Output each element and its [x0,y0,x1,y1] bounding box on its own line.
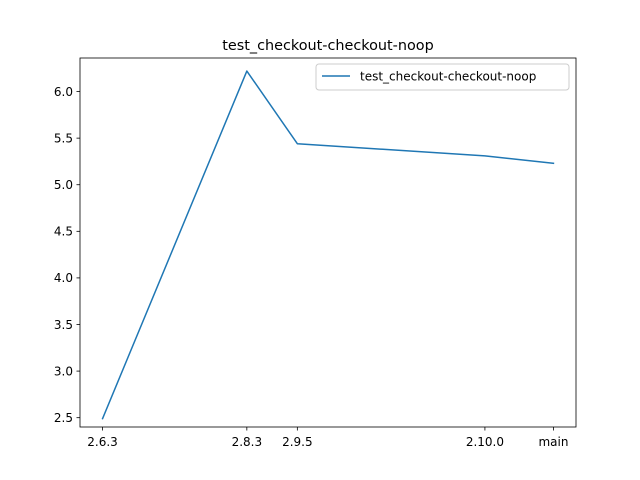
y-tick-label: 4.5 [54,225,73,239]
axes-frame [79,57,577,428]
legend: test_checkout-checkout-noop [315,63,570,91]
y-tick-label: 3.5 [54,318,73,332]
axes: 2.6.3 2.8.3 2.9.5 2.10.0 main 2.5 3.0 3.5 4.0 4.5… [54,57,577,449]
x-tick-label: 2.10.0 [466,435,504,449]
y-tick-label: 4.0 [54,271,73,285]
y-tick-label: 5.5 [54,131,73,145]
plot-area [101,70,555,420]
chart-title: test_checkout-checkout-noop [222,38,433,54]
x-tick-label: 2.6.3 [87,435,118,449]
legend-box [315,63,570,91]
y-tick-label: 6.0 [54,85,73,99]
x-tick-label: 2.9.5 [282,435,313,449]
x-tick-label: 2.8.3 [232,435,263,449]
x-tick-label: main [538,435,568,449]
y-tick-label: 2.5 [54,411,73,425]
series-line-0 [101,70,555,420]
y-tick-label: 5.0 [54,178,73,192]
legend-label-0: test_checkout-checkout-noop [360,70,536,84]
y-tick-label: 3.0 [54,364,73,378]
